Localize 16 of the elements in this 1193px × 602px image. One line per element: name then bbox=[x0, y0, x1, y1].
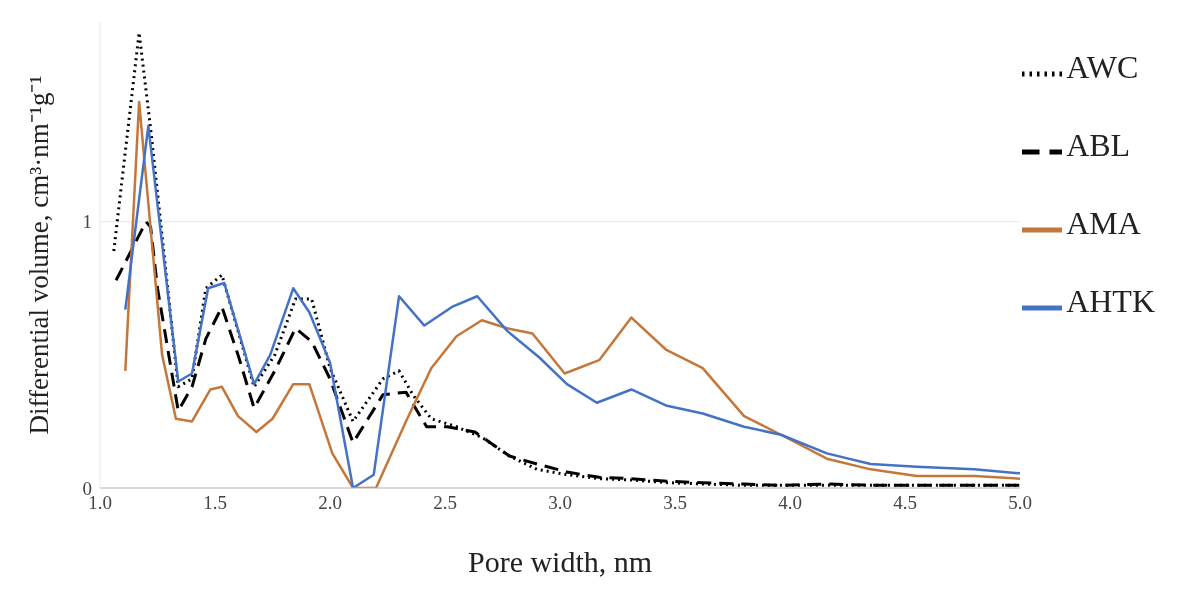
legend-label: AWC bbox=[1066, 49, 1139, 85]
x-tick-label: 1.5 bbox=[203, 492, 227, 514]
x-tick-label: 3.5 bbox=[663, 492, 687, 514]
x-tick-label: 5.0 bbox=[1008, 492, 1032, 514]
x-tick-label: 4.0 bbox=[778, 492, 802, 514]
y-tick-label: 0 bbox=[82, 477, 92, 499]
x-tick-label: 4.5 bbox=[893, 492, 917, 514]
x-tick-label: 2.5 bbox=[433, 492, 457, 514]
x-tick-label: 3.0 bbox=[548, 492, 572, 514]
y-axis-title: Differential volume, cm³·nm⁻¹g⁻¹ bbox=[23, 75, 54, 435]
y-tick-label: 1 bbox=[82, 211, 92, 233]
legend-label: AMA bbox=[1066, 205, 1141, 241]
x-tick-label: 2.0 bbox=[318, 492, 342, 514]
x-axis-title: Pore width, nm bbox=[467, 545, 653, 578]
legend-label: AHTK bbox=[1066, 283, 1155, 319]
legend-label: ABL bbox=[1066, 127, 1131, 163]
